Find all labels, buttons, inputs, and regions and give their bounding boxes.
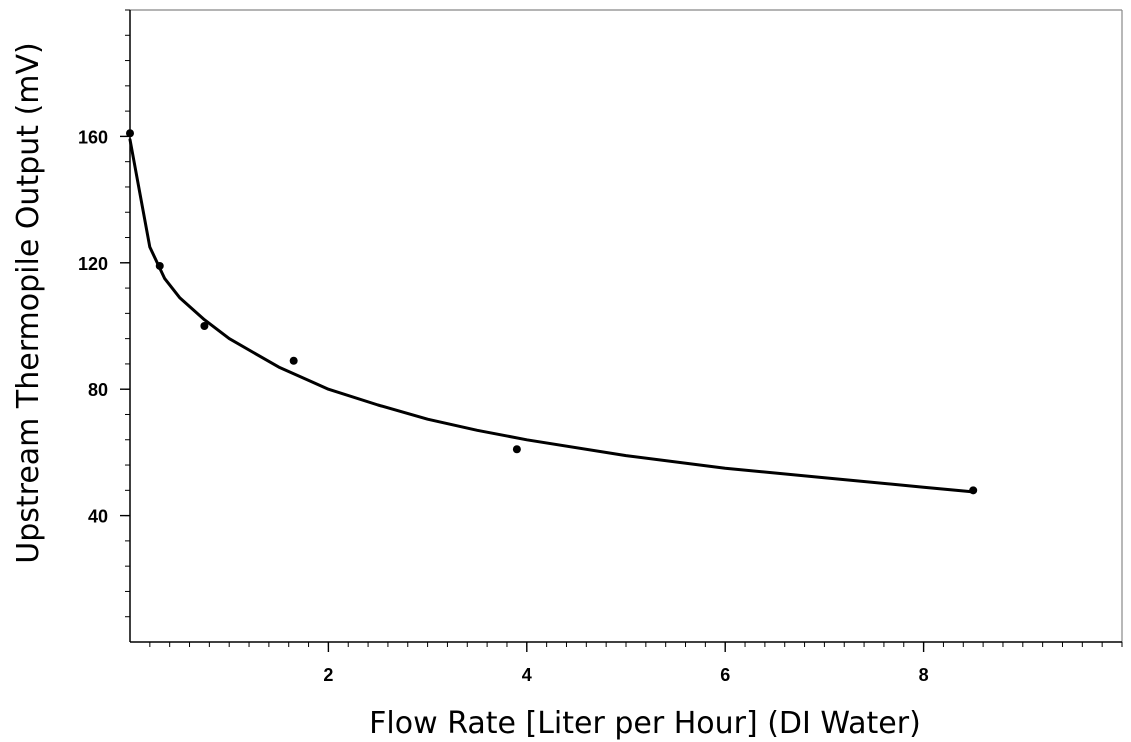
data-point [200, 322, 209, 330]
data-point [155, 261, 164, 270]
y-tick-label: 40 [88, 507, 108, 527]
fit-curve [128, 138, 975, 494]
x-tick-label: 4 [522, 665, 532, 685]
y-axis-title: Upstream Thermopile Output (mV) [11, 42, 46, 563]
data-point [969, 486, 978, 495]
y-tick-label: 160 [78, 127, 108, 147]
data-point [512, 445, 521, 454]
data-point [289, 356, 298, 365]
y-tick-label: 80 [88, 380, 108, 400]
x-axis-title: Flow Rate [Liter per Hour] (DI Water) [369, 706, 921, 741]
data-point [126, 129, 134, 138]
y-tick-label: 120 [78, 254, 108, 274]
x-tick-label: 8 [919, 665, 929, 685]
x-tick-label: 2 [323, 665, 333, 685]
x-tick-label: 6 [720, 665, 730, 685]
